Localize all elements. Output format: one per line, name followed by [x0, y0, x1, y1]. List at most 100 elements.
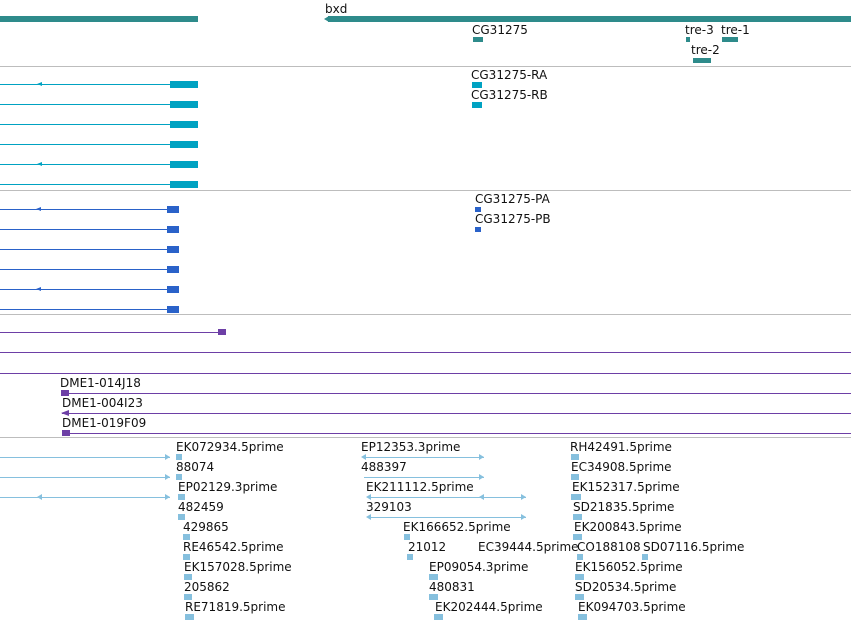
cds-line[interactable] — [0, 249, 167, 250]
transcript-exon[interactable] — [170, 81, 198, 88]
est-label[interactable]: EK202444.5prime — [435, 600, 543, 614]
est-block[interactable] — [176, 474, 182, 480]
est-label[interactable]: EK072934.5prime — [176, 440, 284, 454]
clone-label[interactable]: DME1-014J18 — [60, 376, 141, 390]
est-label[interactable]: 429865 — [183, 520, 229, 534]
transcript-exon[interactable] — [170, 121, 198, 128]
transcript-line[interactable] — [0, 184, 170, 185]
gene-bar-bxd[interactable] — [328, 16, 851, 22]
clone-line[interactable] — [62, 413, 851, 414]
est-label[interactable]: 480831 — [429, 580, 475, 594]
est-label[interactable]: EK200843.5prime — [574, 520, 682, 534]
protein-label-pa[interactable]: CG31275-PA — [475, 192, 550, 206]
est-block[interactable] — [642, 554, 648, 560]
est-block[interactable] — [575, 574, 584, 580]
gene-label-tre1[interactable]: tre-1 — [721, 23, 750, 37]
cds-block[interactable] — [167, 226, 179, 233]
est-block[interactable] — [184, 574, 192, 580]
est-label[interactable]: EK211112.5prime — [366, 480, 474, 494]
cds-block[interactable] — [167, 246, 179, 253]
cds-block[interactable] — [167, 266, 179, 273]
cds-block[interactable] — [167, 286, 179, 293]
est-block[interactable] — [185, 614, 194, 620]
est-block[interactable] — [176, 454, 182, 460]
est-block[interactable] — [404, 534, 410, 540]
est-block[interactable] — [183, 554, 190, 560]
est-block[interactable] — [575, 594, 584, 600]
est-line[interactable] — [368, 497, 526, 498]
clone-label[interactable]: DME1-004I23 — [62, 396, 143, 410]
est-line[interactable] — [368, 517, 526, 518]
est-block[interactable] — [571, 454, 579, 460]
clone-end[interactable] — [218, 329, 226, 335]
gene-label-bxd[interactable]: bxd — [325, 2, 348, 16]
est-block[interactable] — [429, 594, 438, 600]
est-line[interactable] — [0, 457, 170, 458]
transcript-bar-ra[interactable] — [472, 82, 482, 88]
est-block[interactable] — [178, 494, 185, 500]
cds-line[interactable] — [0, 289, 167, 290]
transcript-line[interactable] — [0, 164, 170, 165]
est-label[interactable]: EK157028.5prime — [184, 560, 292, 574]
est-label[interactable]: EP02129.3prime — [178, 480, 278, 494]
est-block[interactable] — [577, 554, 583, 560]
cds-block[interactable] — [167, 206, 179, 213]
est-label[interactable]: 88074 — [176, 460, 215, 474]
protein-label-pb[interactable]: CG31275-PB — [475, 212, 551, 226]
protein-bar-pa[interactable] — [475, 207, 481, 212]
est-label[interactable]: EC34908.5prime — [571, 460, 672, 474]
est-label[interactable]: CO188108 — [577, 540, 641, 554]
est-line[interactable] — [0, 497, 170, 498]
transcript-line[interactable] — [0, 144, 170, 145]
gene-label-cg31275[interactable]: CG31275 — [472, 23, 528, 37]
est-label[interactable]: SD21835.5prime — [573, 500, 675, 514]
transcript-line[interactable] — [0, 84, 170, 85]
est-block[interactable] — [573, 514, 582, 520]
cds-line[interactable] — [0, 209, 167, 210]
gene-label-tre2[interactable]: tre-2 — [691, 43, 720, 57]
est-label[interactable]: EP12353.3prime — [361, 440, 461, 454]
est-line[interactable] — [364, 477, 484, 478]
est-label[interactable]: RE71819.5prime — [185, 600, 286, 614]
est-label[interactable]: EK166652.5prime — [403, 520, 511, 534]
gene-bar-tre1[interactable] — [722, 37, 738, 42]
est-block[interactable] — [578, 614, 587, 620]
est-label[interactable]: RH42491.5prime — [570, 440, 672, 454]
clone-line[interactable] — [0, 373, 851, 374]
cds-line[interactable] — [0, 269, 167, 270]
gene-bar-tre3[interactable] — [686, 37, 690, 42]
est-label[interactable]: EC39444.5prime — [478, 540, 579, 554]
est-block[interactable] — [429, 574, 438, 580]
est-label[interactable]: 482459 — [178, 500, 224, 514]
est-label[interactable]: 205862 — [184, 580, 230, 594]
gene-bar-tre2[interactable] — [693, 58, 711, 63]
clone-line[interactable] — [61, 393, 851, 394]
est-block[interactable] — [571, 474, 579, 480]
est-label[interactable]: EK156052.5prime — [575, 560, 683, 574]
transcript-exon[interactable] — [170, 181, 198, 188]
est-block[interactable] — [407, 554, 413, 560]
transcript-label-rb[interactable]: CG31275-RB — [471, 88, 548, 102]
est-label[interactable]: EP09054.3prime — [429, 560, 529, 574]
est-block[interactable] — [434, 614, 443, 620]
est-label[interactable]: 488397 — [361, 460, 407, 474]
gene-bar-cg31275[interactable] — [473, 37, 483, 42]
transcript-label-ra[interactable]: CG31275-RA — [471, 68, 548, 82]
transcript-line[interactable] — [0, 104, 170, 105]
est-label[interactable]: 21012 — [408, 540, 447, 554]
est-label[interactable]: EK152317.5prime — [572, 480, 680, 494]
transcript-exon[interactable] — [170, 101, 198, 108]
est-label[interactable]: EK094703.5prime — [578, 600, 686, 614]
gene-bar-left[interactable] — [0, 16, 198, 22]
transcript-exon[interactable] — [170, 141, 198, 148]
gene-label-tre3[interactable]: tre-3 — [685, 23, 714, 37]
clone-label[interactable]: DME1-019F09 — [62, 416, 147, 430]
cds-line[interactable] — [0, 229, 167, 230]
protein-bar-pb[interactable] — [475, 227, 481, 232]
est-block[interactable] — [184, 594, 192, 600]
est-label[interactable]: 329103 — [366, 500, 412, 514]
est-block[interactable] — [178, 514, 185, 520]
transcript-exon[interactable] — [170, 161, 198, 168]
cds-block[interactable] — [167, 306, 179, 313]
